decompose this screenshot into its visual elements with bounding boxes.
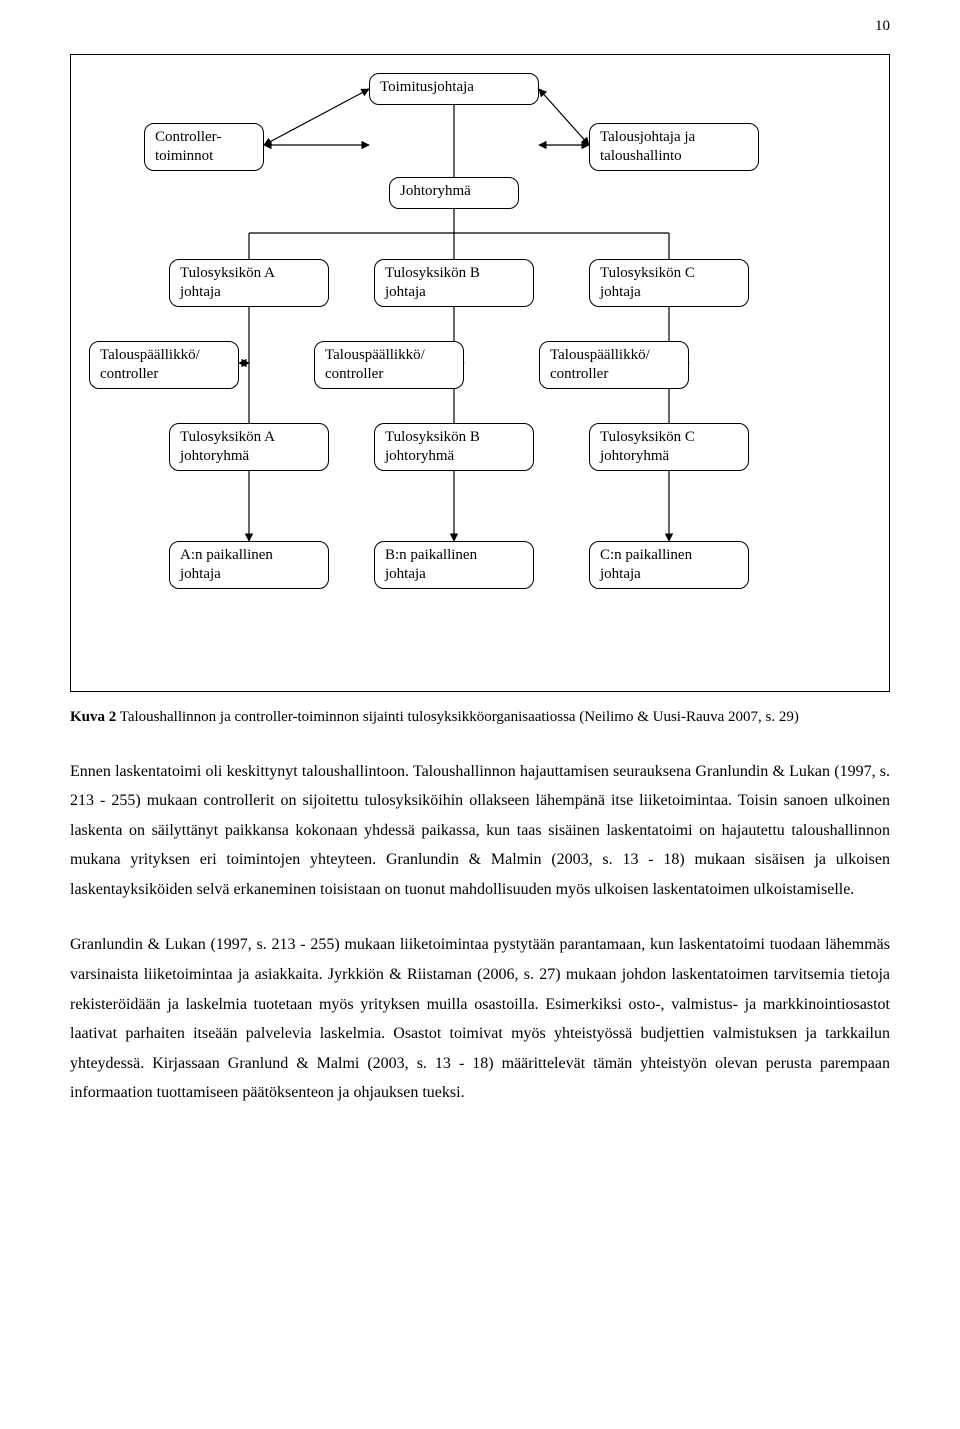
org-node: Tulosyksikön Bjohtaja bbox=[374, 259, 534, 307]
org-node-line2: taloushallinto bbox=[600, 147, 748, 166]
org-node-line1: Johtoryhmä bbox=[400, 182, 508, 201]
org-node: Talouspäällikkö/controller bbox=[89, 341, 239, 389]
org-node: C:n paikallinenjohtaja bbox=[589, 541, 749, 589]
org-node-line1: Tulosyksikön C bbox=[600, 428, 738, 447]
org-node: Talouspäällikkö/controller bbox=[314, 341, 464, 389]
org-node-line2: johtaja bbox=[600, 565, 738, 584]
org-node-line2: johtaja bbox=[180, 565, 318, 584]
org-node-line1: Talouspäällikkö/ bbox=[325, 346, 453, 365]
org-node-line2: johtaja bbox=[180, 283, 318, 302]
org-node-line1: Talouspäällikkö/ bbox=[100, 346, 228, 365]
org-node-line2: johtaja bbox=[385, 283, 523, 302]
org-node-line2: controller bbox=[325, 365, 453, 384]
org-node-line1: Talouspäällikkö/ bbox=[550, 346, 678, 365]
org-node-line1: A:n paikallinen bbox=[180, 546, 318, 565]
figure-caption-bold: Kuva 2 bbox=[70, 709, 116, 725]
org-node-line2: controller bbox=[100, 365, 228, 384]
org-node-line1: Tulosyksikön B bbox=[385, 264, 523, 283]
org-node: Tulosyksikön Ajohtaja bbox=[169, 259, 329, 307]
org-node: Toimitusjohtaja bbox=[369, 73, 539, 105]
org-node-line1: Tulosyksikön A bbox=[180, 428, 318, 447]
org-node-line2: johtaja bbox=[600, 283, 738, 302]
org-node-line2: controller bbox=[550, 365, 678, 384]
org-chart-frame: Controller-toiminnot Toimitusjohtaja Talou… bbox=[70, 54, 890, 692]
page-number: 10 bbox=[875, 18, 890, 35]
org-chart: Controller-toiminnot Toimitusjohtaja Talou… bbox=[89, 73, 829, 663]
page: 10 Controller-toiminnot Toimitusjohtaja Ta… bbox=[0, 0, 960, 1194]
org-node: Controller-toiminnot bbox=[144, 123, 264, 171]
org-node: Talouspäällikkö/controller bbox=[539, 341, 689, 389]
org-node: Tulosyksikön Cjohtoryhmä bbox=[589, 423, 749, 471]
org-node-line2: toiminnot bbox=[155, 147, 253, 166]
figure-caption-text: Taloushallinnon ja controller-toiminnon … bbox=[116, 709, 799, 725]
org-node-line2: johtaja bbox=[385, 565, 523, 584]
org-node: Tulosyksikön Bjohtoryhmä bbox=[374, 423, 534, 471]
org-node-line1: C:n paikallinen bbox=[600, 546, 738, 565]
org-node: B:n paikallinenjohtaja bbox=[374, 541, 534, 589]
org-node: Talousjohtaja jataloushallinto bbox=[589, 123, 759, 171]
figure-caption: Kuva 2 Taloushallinnon ja controller-toi… bbox=[70, 706, 890, 729]
org-node: A:n paikallinenjohtaja bbox=[169, 541, 329, 589]
org-node: Tulosyksikön Cjohtaja bbox=[589, 259, 749, 307]
org-node: Johtoryhmä bbox=[389, 177, 519, 209]
org-node-line2: johtoryhmä bbox=[180, 447, 318, 466]
org-node-line1: B:n paikallinen bbox=[385, 546, 523, 565]
org-node: Tulosyksikön Ajohtoryhmä bbox=[169, 423, 329, 471]
org-node-line1: Tulosyksikön B bbox=[385, 428, 523, 447]
org-node-line1: Talousjohtaja ja bbox=[600, 128, 748, 147]
org-node-line1: Tulosyksikön A bbox=[180, 264, 318, 283]
body-text: Ennen laskentatoimi oli keskittynyt talo… bbox=[70, 757, 890, 1109]
org-node-line1: Tulosyksikön C bbox=[600, 264, 738, 283]
org-node-line2: johtoryhmä bbox=[600, 447, 738, 466]
org-node-line1: Controller- bbox=[155, 128, 253, 147]
org-node-line2: johtoryhmä bbox=[385, 447, 523, 466]
paragraph-1: Ennen laskentatoimi oli keskittynyt talo… bbox=[70, 757, 890, 905]
paragraph-2: Granlundin & Lukan (1997, s. 213 - 255) … bbox=[70, 930, 890, 1108]
org-node-line1: Toimitusjohtaja bbox=[380, 78, 528, 97]
